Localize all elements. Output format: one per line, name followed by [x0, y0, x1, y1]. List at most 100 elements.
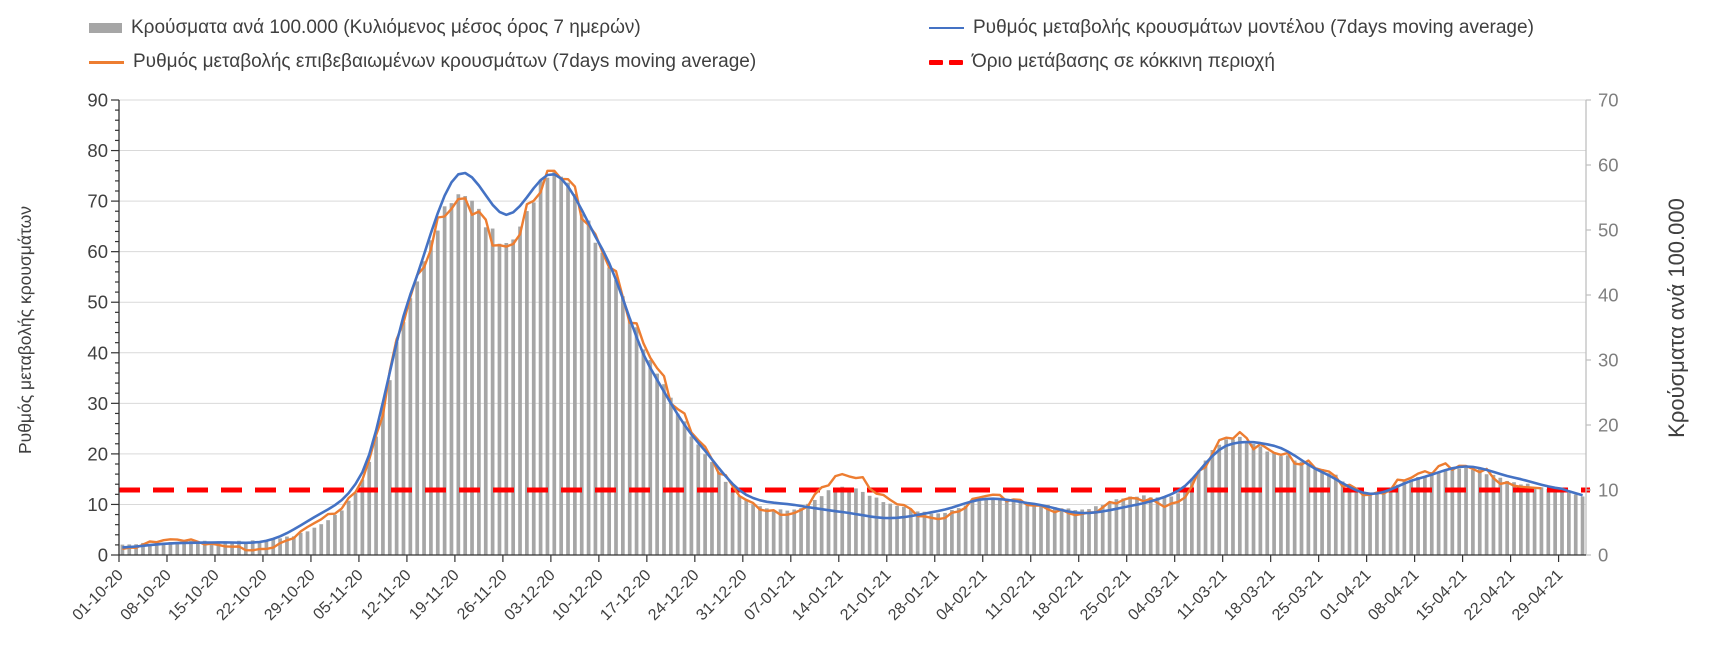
- legend-item-model-rate: Ρυθμός μεταβολής κρουσμάτων μοντέλου (7d…: [929, 16, 1534, 40]
- daily-bar: [559, 176, 564, 555]
- right-axis-tick-label: 0: [1598, 545, 1608, 566]
- daily-bar: [367, 461, 372, 555]
- daily-bar: [1429, 471, 1434, 555]
- daily-bar: [936, 513, 941, 555]
- daily-bar: [1114, 499, 1119, 555]
- x-axis-tick-label: 10-12-20: [549, 567, 606, 624]
- daily-bar: [1176, 493, 1180, 555]
- bars-cases-per-100k: [120, 171, 1585, 556]
- daily-bar: [730, 487, 735, 555]
- daily-bar: [401, 322, 406, 555]
- daily-bar: [1100, 505, 1105, 555]
- daily-bar: [1073, 510, 1078, 555]
- daily-bar: [1231, 439, 1235, 555]
- daily-bar: [1292, 460, 1297, 555]
- daily-bar: [216, 541, 221, 555]
- daily-bar: [573, 193, 577, 555]
- daily-bar: [696, 444, 701, 555]
- x-axis-tick-label: 21-01-21: [837, 567, 894, 624]
- daily-bar: [319, 524, 324, 555]
- daily-bar: [1580, 496, 1585, 555]
- daily-bar: [908, 509, 913, 555]
- daily-bar: [566, 182, 570, 555]
- daily-bar: [902, 506, 906, 555]
- daily-bar: [764, 508, 769, 555]
- daily-bar: [429, 240, 433, 555]
- moving-average-lines: [122, 169, 1583, 552]
- x-axis-tick-label: 04-03-21: [1125, 567, 1182, 624]
- daily-bar: [518, 226, 522, 555]
- daily-bar: [943, 512, 947, 555]
- daily-bar: [915, 511, 920, 555]
- x-axis-tick-label: 12-11-20: [358, 567, 415, 624]
- daily-bar: [189, 541, 193, 555]
- daily-bar: [703, 454, 707, 555]
- daily-bar: [333, 514, 337, 555]
- daily-bar: [127, 544, 132, 555]
- left-axis-tick-label: 0: [98, 545, 108, 566]
- daily-bar: [1573, 494, 1578, 555]
- daily-bar: [1539, 487, 1544, 555]
- x-axis-tick-label: 05-11-20: [310, 567, 367, 624]
- right-axis-tick-label: 70: [1598, 90, 1619, 111]
- daily-bar: [1039, 505, 1043, 555]
- daily-bar: [1224, 439, 1228, 555]
- legend-item-red-threshold: Όριο μετάβασης σε κόκκινη περιοχή: [929, 50, 1275, 74]
- daily-bar: [387, 380, 392, 555]
- daily-bar: [950, 510, 954, 555]
- daily-bar: [1128, 496, 1132, 555]
- daily-bar: [1052, 507, 1057, 555]
- right-axis-tick-label: 10: [1598, 480, 1619, 501]
- daily-bar: [470, 200, 474, 555]
- daily-bar: [1525, 483, 1530, 555]
- daily-bar: [525, 211, 529, 555]
- daily-bar: [998, 498, 1002, 555]
- right-axis-tick-label: 20: [1598, 415, 1619, 436]
- daily-bar: [792, 509, 797, 555]
- daily-bar: [860, 491, 865, 555]
- daily-bar: [545, 177, 550, 556]
- daily-bar: [1340, 481, 1345, 555]
- right-axis-tick-label: 50: [1598, 220, 1619, 241]
- daily-bar: [285, 536, 289, 555]
- daily-bar: [1237, 436, 1242, 555]
- daily-bar: [778, 509, 783, 555]
- daily-bar: [394, 341, 399, 555]
- x-axis-tick-label: 24-12-20: [645, 567, 702, 624]
- daily-bar: [895, 505, 899, 555]
- daily-bar: [593, 242, 598, 556]
- daily-bar: [230, 541, 234, 555]
- left-axis-tick-label: 60: [87, 241, 108, 262]
- daily-bar: [291, 536, 296, 555]
- daily-bar: [120, 544, 125, 555]
- x-axis-tick-label: 19-11-20: [406, 567, 463, 624]
- daily-bar: [278, 538, 282, 555]
- daily-bar: [353, 492, 358, 555]
- daily-bar: [881, 502, 886, 555]
- right-axis-tick-label: 30: [1598, 350, 1619, 371]
- daily-bar: [799, 508, 803, 555]
- daily-bar: [237, 540, 241, 555]
- legend-item-cases-per-100k: Κρούσματα ανά 100.000 (Κυλιόμενος μέσος …: [89, 16, 641, 40]
- x-axis-tick-label: 25-03-21: [1269, 567, 1326, 624]
- daily-bar: [586, 220, 591, 555]
- x-axis-tick-label: 08-04-21: [1365, 567, 1422, 624]
- daily-bar: [826, 490, 831, 555]
- daily-bar: [1169, 496, 1174, 555]
- daily-bar: [1546, 488, 1551, 555]
- x-axis-tick-label: 22-10-20: [213, 567, 270, 624]
- daily-bar: [771, 510, 776, 555]
- legend-label-red-threshold: Όριο μετάβασης σε κόκκινη περιοχή: [972, 51, 1275, 72]
- daily-bar: [600, 252, 605, 555]
- daily-bar: [134, 544, 138, 555]
- x-axis-tick-label: 14-01-21: [789, 567, 846, 624]
- daily-bar: [250, 540, 255, 555]
- daily-bar: [1505, 480, 1510, 555]
- daily-bar: [1004, 500, 1009, 555]
- daily-bar: [744, 500, 749, 555]
- daily-bar: [202, 540, 207, 555]
- x-axis-tick-label: 18-03-21: [1221, 567, 1278, 624]
- daily-bar: [1443, 469, 1448, 555]
- daily-bar: [141, 542, 145, 555]
- daily-bar: [1368, 492, 1372, 555]
